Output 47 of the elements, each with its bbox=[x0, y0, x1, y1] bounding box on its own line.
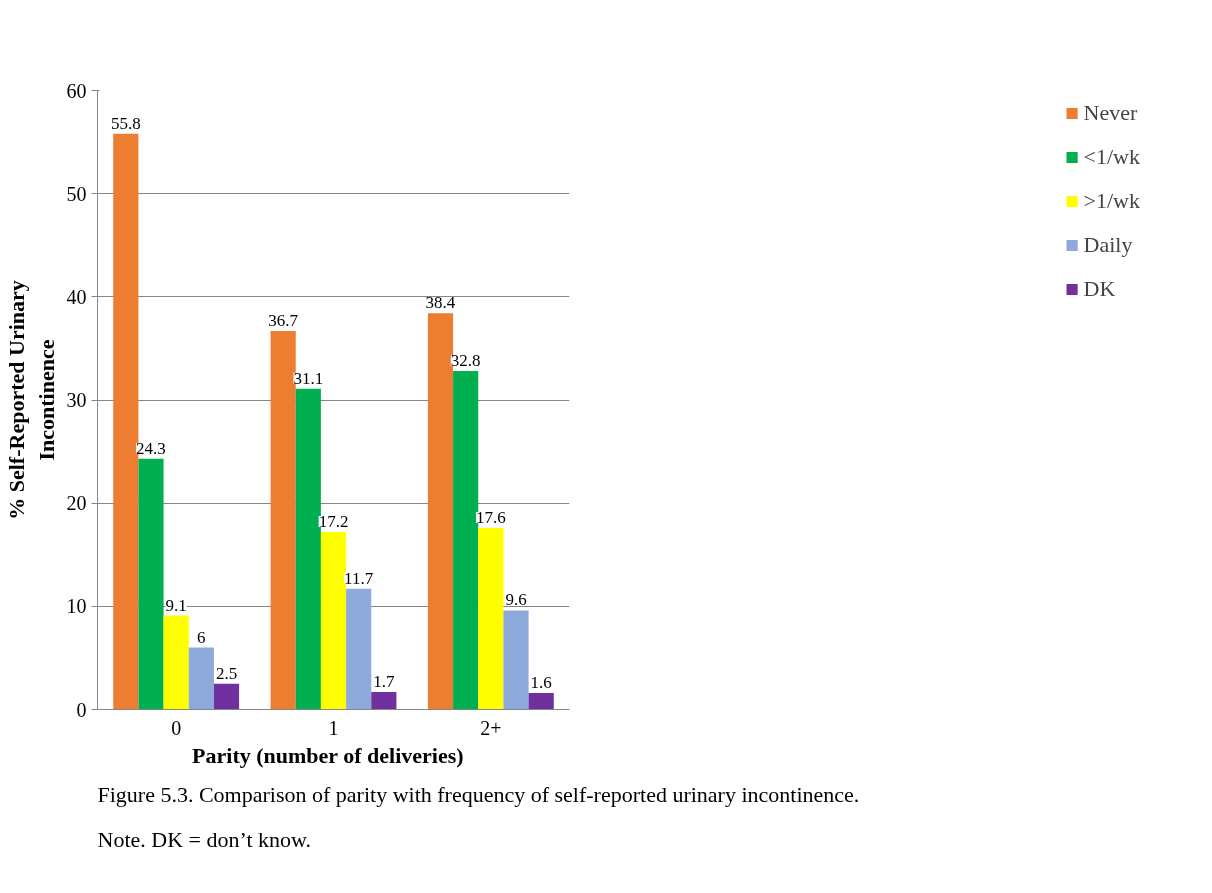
x-tick-label: 0 bbox=[171, 716, 182, 739]
data-label: 2.5 bbox=[215, 663, 238, 683]
bar bbox=[163, 615, 189, 710]
y-tick-label: 60 bbox=[66, 79, 87, 102]
data-label: 31.1 bbox=[293, 368, 324, 388]
bar bbox=[138, 458, 164, 710]
legend-label: <1/wk bbox=[1083, 144, 1140, 170]
data-label: 9.1 bbox=[165, 595, 187, 615]
y-tick-label: 20 bbox=[66, 492, 87, 515]
bar bbox=[270, 330, 296, 710]
bar bbox=[188, 647, 214, 710]
bar bbox=[503, 610, 529, 710]
x-tick-label: 2+ bbox=[480, 716, 502, 739]
bar bbox=[453, 371, 479, 710]
legend-label: >1/wk bbox=[1083, 188, 1140, 214]
x-tick-label: 1 bbox=[328, 716, 339, 739]
data-label: 1.7 bbox=[373, 671, 395, 691]
data-label: 1.6 bbox=[530, 672, 552, 692]
data-label: 24.3 bbox=[136, 438, 166, 458]
y-tick-label: 30 bbox=[66, 389, 87, 411]
legend-label: Never bbox=[1083, 100, 1138, 126]
y-tick-label: 10 bbox=[66, 595, 87, 618]
data-label: 6 bbox=[197, 627, 206, 647]
y-axis-title: % Self-Reported Urinary Incontinence bbox=[3, 280, 59, 520]
bar bbox=[528, 692, 554, 710]
data-label: 32.8 bbox=[450, 351, 481, 371]
legend-label: Daily bbox=[1083, 232, 1133, 258]
text: Note. DK = don’t know. bbox=[97, 826, 311, 852]
data-label: 36.7 bbox=[268, 310, 299, 330]
x-axis-title: Parity (number of deliveries) bbox=[192, 742, 464, 768]
bar bbox=[371, 691, 397, 710]
bar bbox=[320, 532, 347, 710]
bar bbox=[478, 527, 504, 710]
y-tick-label: 0 bbox=[76, 698, 87, 721]
y-tick-label: 50 bbox=[66, 182, 87, 205]
data-label: 17.6 bbox=[475, 507, 506, 527]
y-tick-label: 40 bbox=[66, 285, 87, 308]
data-label: 55.8 bbox=[110, 113, 141, 133]
data-label: 9.6 bbox=[505, 590, 527, 610]
data-label: 11.7 bbox=[344, 568, 374, 588]
caption: Figure 5.3. Comparison of parity with frequency of self-reported urinary incontinence. bbox=[97, 781, 860, 807]
data-label: 38.4 bbox=[425, 293, 456, 313]
legend-label: DK bbox=[1083, 276, 1116, 302]
bar bbox=[295, 388, 321, 710]
bar bbox=[346, 588, 372, 710]
bar bbox=[213, 683, 240, 710]
data-label: 17.2 bbox=[318, 512, 349, 532]
